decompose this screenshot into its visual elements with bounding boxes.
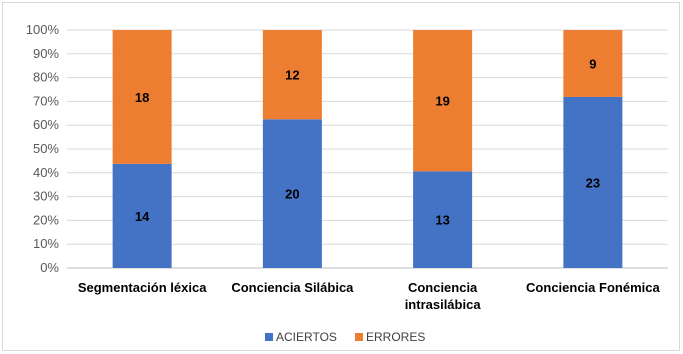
legend-label: ACIERTOS: [276, 330, 337, 344]
data-label: 12: [285, 68, 299, 83]
legend-swatch: [265, 333, 273, 341]
y-tick-label: 80%: [33, 70, 59, 85]
data-label: 18: [135, 90, 149, 105]
bar-segment: [413, 30, 473, 172]
y-tick-label: 50%: [33, 141, 59, 156]
y-tick-label: 10%: [33, 236, 59, 251]
data-label: 13: [435, 213, 449, 228]
y-tick-label: 20%: [33, 212, 59, 227]
y-tick-label: 100%: [26, 22, 60, 37]
category-label: Conciencia intrasilábica: [405, 280, 482, 312]
bar-segment: [413, 171, 473, 268]
bar-segment: [563, 96, 623, 268]
bar-segment: [563, 30, 623, 97]
y-tick-label: 90%: [33, 46, 59, 61]
bar-segment: [112, 163, 172, 268]
y-tick-label: 70%: [33, 93, 59, 108]
category-label: Conciencia Fonémica: [526, 280, 660, 295]
data-label: 9: [589, 56, 596, 71]
bar-segment: [262, 30, 322, 120]
category-label: Conciencia Silábica: [231, 280, 354, 295]
y-tick-label: 40%: [33, 165, 59, 180]
category-label: Segmentación léxica: [78, 280, 207, 295]
data-label: 19: [435, 94, 449, 109]
data-label: 14: [135, 209, 150, 224]
y-tick-label: 30%: [33, 189, 59, 204]
data-label: 23: [586, 175, 600, 190]
legend-label: ERRORES: [366, 330, 425, 344]
y-tick-label: 60%: [33, 117, 59, 132]
legend-swatch: [355, 333, 363, 341]
bar-segment: [112, 30, 172, 164]
data-label: 20: [285, 187, 299, 202]
y-tick-label: 0%: [40, 260, 59, 275]
bar-segment: [262, 119, 322, 268]
